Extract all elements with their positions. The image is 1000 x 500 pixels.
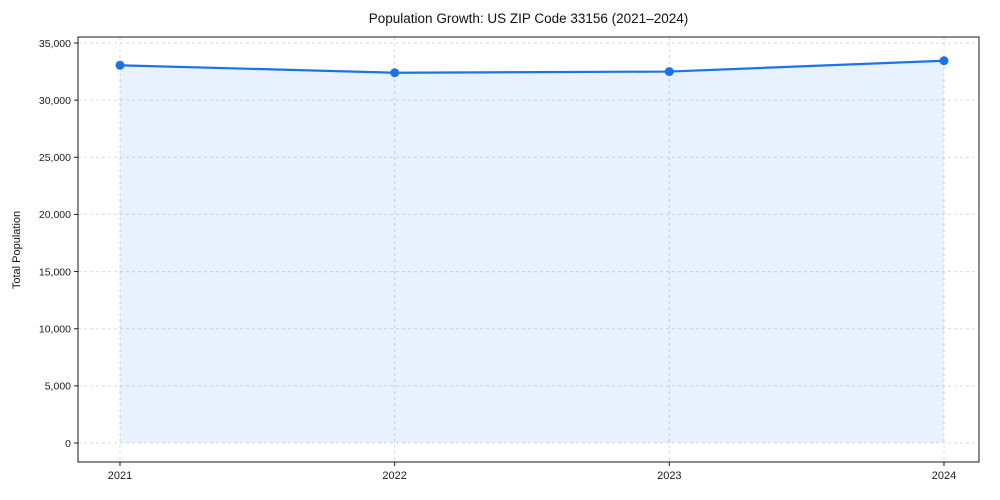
data-point-marker [115, 60, 125, 70]
y-tick-label: 0 [65, 438, 71, 450]
x-tick-label: 2022 [382, 470, 406, 482]
y-tick-label: 20,000 [39, 209, 71, 221]
x-tick-label: 2024 [932, 470, 956, 482]
chart-title: Population Growth: US ZIP Code 33156 (20… [368, 11, 689, 26]
data-point-marker [390, 68, 400, 78]
y-tick-label: 25,000 [39, 152, 71, 164]
y-tick-label: 30,000 [39, 95, 71, 107]
trend-line [118, 59, 946, 74]
y-tick-label: 35,000 [39, 38, 71, 50]
y-tick-label: 15,000 [39, 266, 71, 278]
plot-area-frame [77, 36, 980, 463]
data-point-marker [664, 67, 674, 77]
x-tick-label: 2021 [108, 470, 132, 482]
y-tick-label: 10,000 [39, 324, 71, 336]
y-tick-label: 5,000 [45, 381, 71, 393]
area-fill [120, 60, 944, 443]
data-point-marker [939, 56, 949, 66]
x-tick-label: 2023 [657, 470, 681, 482]
